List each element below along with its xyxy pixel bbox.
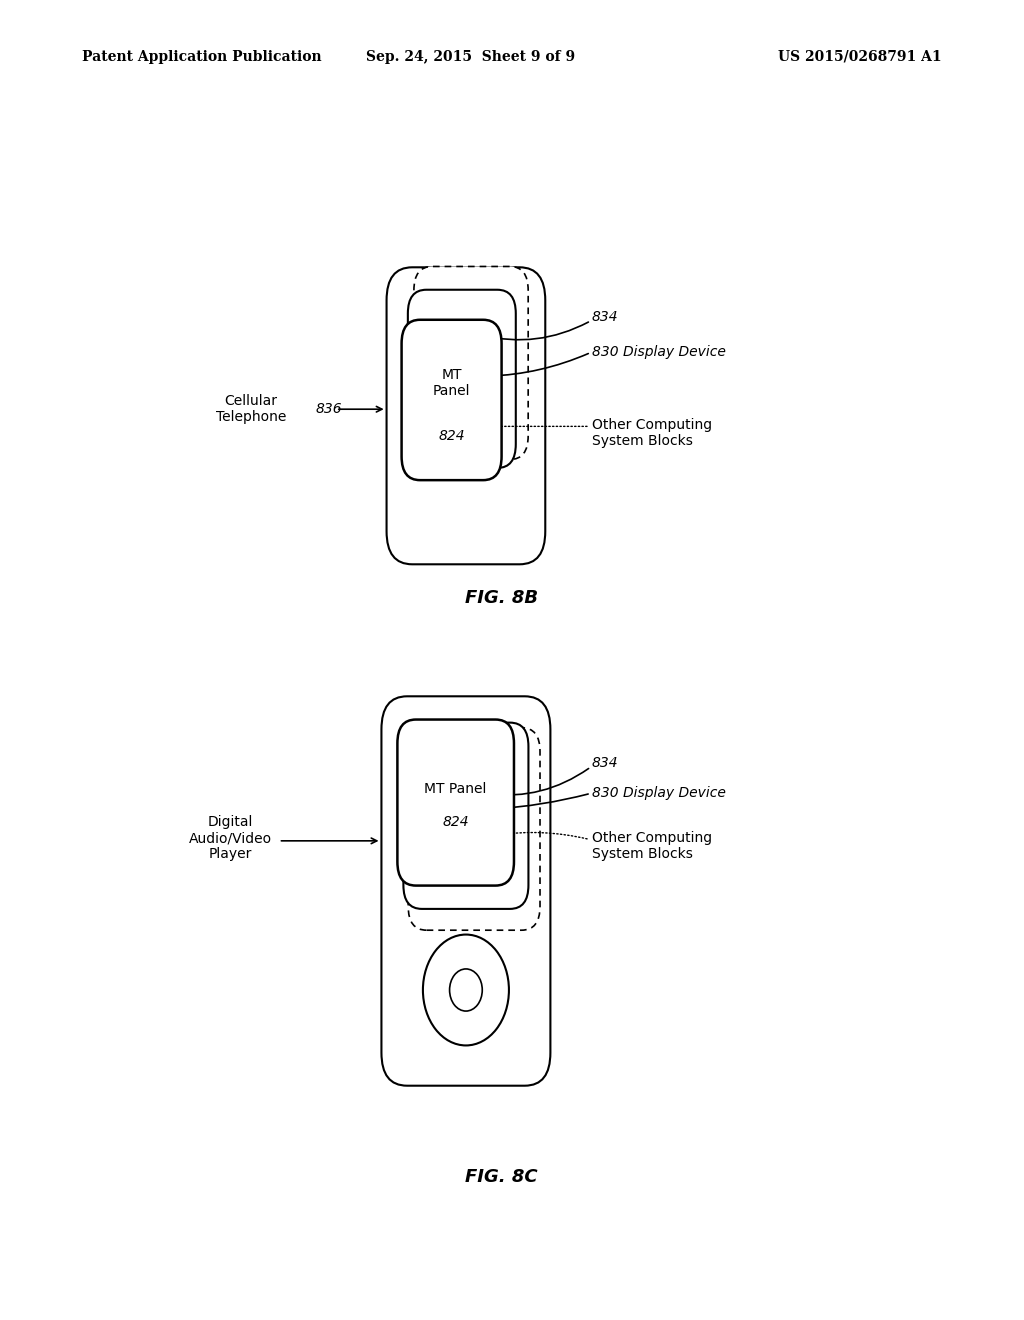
Text: 824: 824 [442, 816, 469, 829]
FancyBboxPatch shape [403, 722, 528, 909]
Text: 834: 834 [592, 310, 618, 323]
FancyBboxPatch shape [397, 719, 514, 886]
Text: MT
Panel: MT Panel [433, 368, 470, 397]
Text: FIG. 8C: FIG. 8C [466, 1168, 538, 1187]
Text: Other Computing
System Blocks: Other Computing System Blocks [592, 418, 712, 447]
FancyBboxPatch shape [414, 267, 528, 459]
Text: 830 Display Device: 830 Display Device [592, 346, 726, 359]
Text: Other Computing
System Blocks: Other Computing System Blocks [592, 832, 712, 861]
Text: FIG. 8B: FIG. 8B [465, 589, 539, 607]
FancyBboxPatch shape [381, 697, 551, 1085]
Text: 834: 834 [592, 756, 618, 770]
FancyBboxPatch shape [401, 319, 502, 480]
Text: Sep. 24, 2015  Sheet 9 of 9: Sep. 24, 2015 Sheet 9 of 9 [367, 50, 575, 63]
Text: Cellular
Telephone: Cellular Telephone [216, 395, 286, 424]
Text: MT Panel: MT Panel [425, 783, 486, 796]
Text: US 2015/0268791 A1: US 2015/0268791 A1 [778, 50, 942, 63]
FancyBboxPatch shape [409, 727, 540, 931]
Text: 830 Display Device: 830 Display Device [592, 787, 726, 800]
FancyBboxPatch shape [387, 267, 545, 565]
Text: 824: 824 [438, 429, 465, 442]
Text: Digital
Audio/Video
Player: Digital Audio/Video Player [188, 814, 272, 862]
FancyBboxPatch shape [408, 289, 516, 467]
Text: 836: 836 [315, 403, 342, 416]
Text: Patent Application Publication: Patent Application Publication [82, 50, 322, 63]
